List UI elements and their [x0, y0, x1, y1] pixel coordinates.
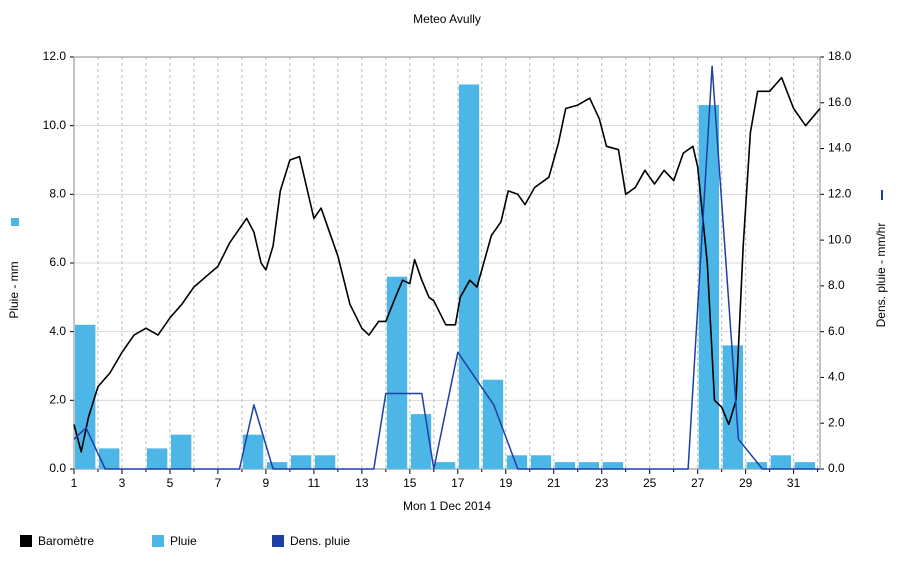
legend-label: Baromètre — [38, 534, 94, 548]
bar — [75, 324, 96, 469]
bar — [554, 462, 576, 469]
x-tick-label: 29 — [739, 476, 753, 490]
bar — [482, 379, 504, 469]
y2-tick-label: 8.0 — [828, 278, 845, 292]
x-tick-label: 7 — [215, 476, 222, 490]
x-tick-label: 19 — [499, 476, 513, 490]
bar — [506, 455, 528, 469]
bar — [410, 414, 432, 469]
bar — [602, 462, 624, 469]
legend: Baromètre Pluie Dens. pluie — [20, 534, 350, 548]
x-tick-label: 23 — [595, 476, 609, 490]
bar — [530, 455, 552, 469]
x-tick-label: 31 — [787, 476, 801, 490]
legend-label: Dens. pluie — [290, 534, 350, 548]
y2-axis-label: Dens. pluie - mm/hr — [874, 223, 888, 328]
line — [73, 76, 821, 453]
bar — [146, 448, 168, 469]
x-tick-label: 27 — [691, 476, 705, 490]
y2-tick-label: 4.0 — [828, 370, 845, 384]
bar — [290, 455, 312, 469]
y2-tick-label: 18.0 — [828, 49, 852, 63]
y-tick-label: 6.0 — [49, 255, 66, 269]
x-tick-label: 15 — [403, 476, 417, 490]
x-tick-label: 1 — [71, 476, 78, 490]
bar — [266, 462, 288, 469]
bar — [434, 462, 456, 469]
y-axis-marker — [11, 218, 19, 226]
x-tick-label: 3 — [119, 476, 126, 490]
bar — [458, 84, 480, 469]
x-tick-label: 17 — [451, 476, 465, 490]
y2-tick-label: 10.0 — [828, 232, 852, 246]
bar — [314, 455, 336, 469]
line — [73, 65, 820, 470]
y-tick-label: 0.0 — [49, 461, 66, 475]
y2-tick-label: 16.0 — [828, 95, 852, 109]
x-tick-label: 11 — [308, 476, 321, 490]
x-tick-label: 25 — [643, 476, 657, 490]
plot-area: 0.0 2.0 4.0 6.0 8.0 10.0 12.0 0.0 2.0 4.0 6.0 8.0 10… — [43, 49, 852, 490]
x-tick-label: 21 — [547, 476, 561, 490]
bar — [242, 434, 264, 469]
y-axis-label: Pluie - mm — [7, 261, 21, 318]
bar — [386, 276, 408, 469]
y2-tick-label: 2.0 — [828, 415, 845, 429]
legend-swatch — [152, 535, 164, 547]
bar — [170, 434, 192, 469]
y2-tick-label: 6.0 — [828, 324, 845, 338]
bar — [578, 462, 600, 469]
y-tick-label: 4.0 — [49, 324, 66, 338]
y-tick-label: 2.0 — [49, 393, 66, 407]
bar — [746, 462, 768, 469]
y2-tick-label: 12.0 — [828, 187, 852, 201]
bar — [98, 448, 120, 469]
y-tick-label: 12.0 — [43, 49, 67, 63]
legend-swatch — [272, 535, 284, 547]
chart-title: Meteo Avully — [413, 12, 481, 26]
y-tick-label: 10.0 — [43, 118, 67, 132]
y2-tick-label: 14.0 — [828, 141, 852, 155]
legend-label: Pluie — [170, 534, 197, 548]
y-tick-label: 8.0 — [49, 187, 66, 201]
x-tick-label: 5 — [167, 476, 174, 490]
x-axis-label: Mon 1 Dec 2014 — [403, 499, 491, 513]
x-tick-label: 9 — [263, 476, 270, 490]
bar — [770, 455, 792, 469]
y2-tick-label: 0.0 — [828, 461, 845, 475]
bar — [794, 462, 816, 469]
x-tick-label: 13 — [355, 476, 369, 490]
legend-swatch — [20, 535, 32, 547]
